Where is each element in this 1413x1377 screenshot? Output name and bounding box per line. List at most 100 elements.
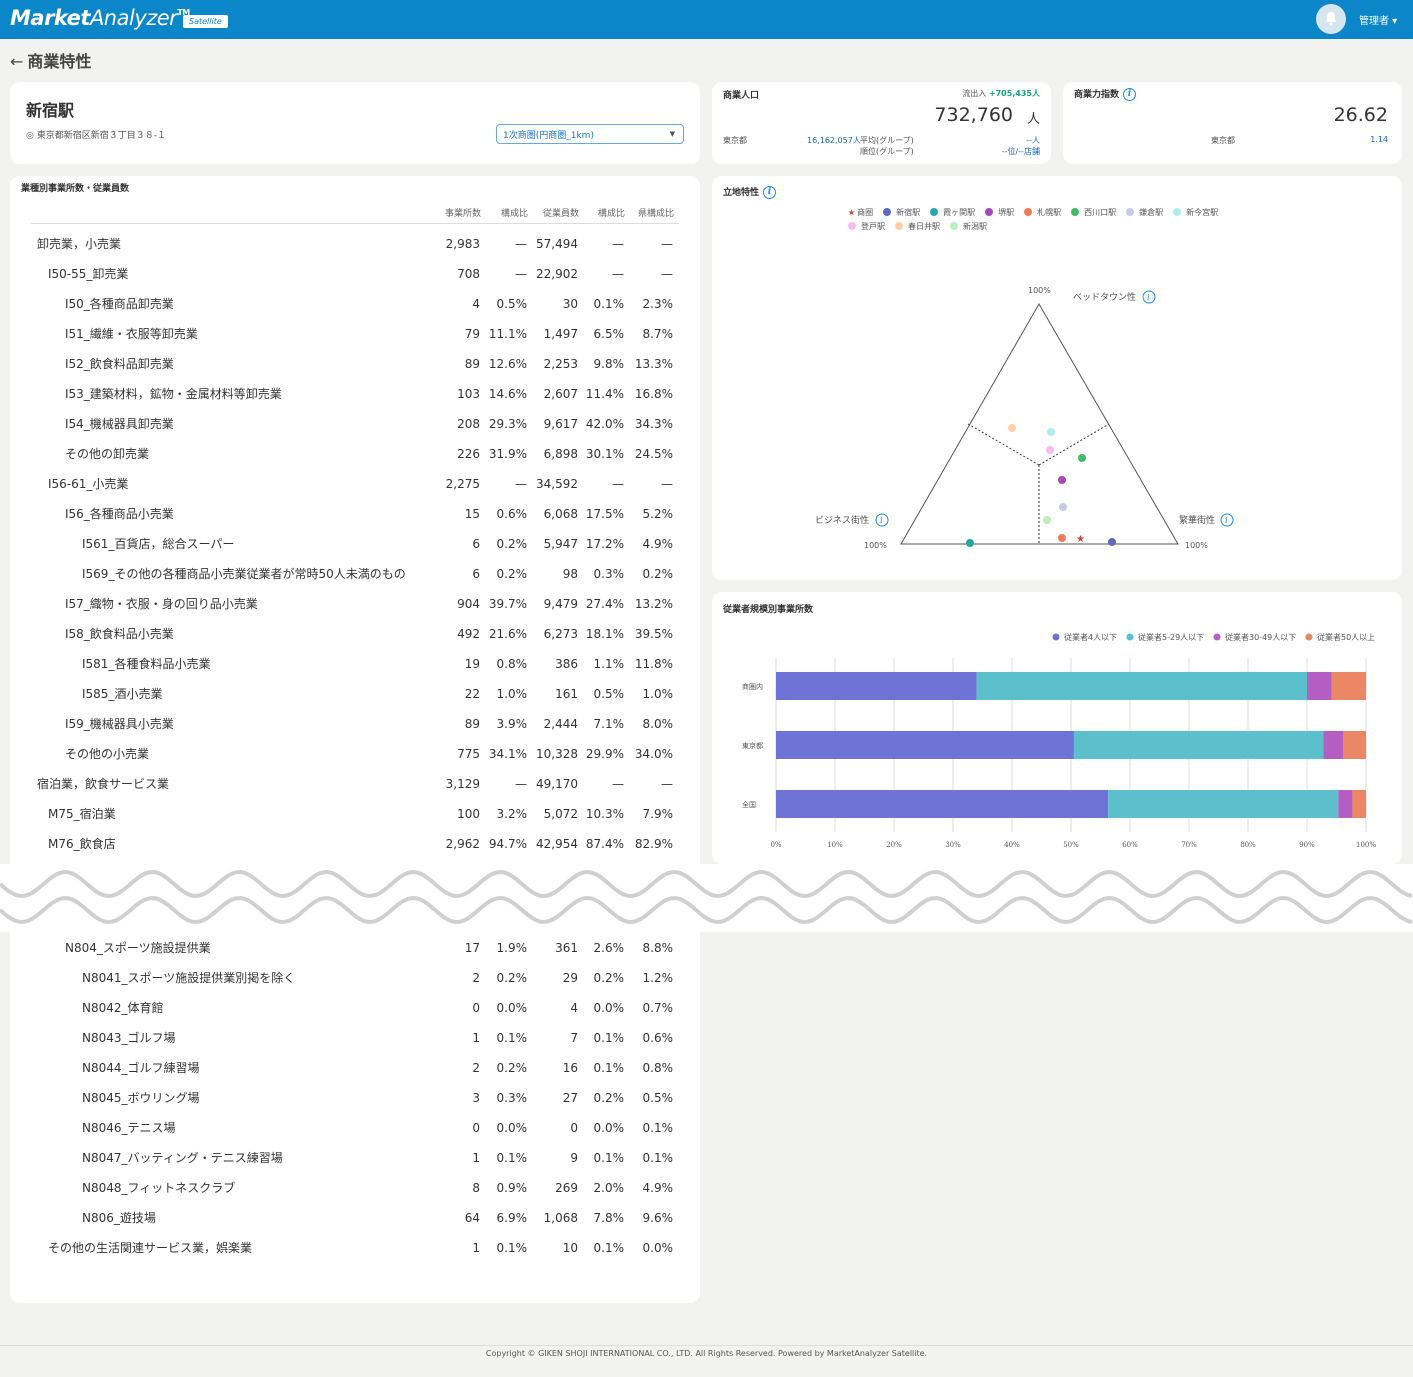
cell-v5: 0.1% [642,1151,674,1165]
legend-item[interactable]: 霞ヶ関駅 [930,207,975,218]
cell-v2: 0.1% [496,1151,528,1165]
cell-v3: 161 [555,687,578,701]
cell-v3: 4 [570,1001,578,1015]
industry-name: I561_百貨店，総合スーパー [82,537,235,551]
info-icon[interactable]: i [1123,88,1137,101]
legend-item[interactable]: ★ 商圏 [848,207,873,218]
trade-area-star-icon: ★ [1076,534,1085,545]
back-link[interactable]: ← 商業特性 [10,48,91,72]
legend-dot-icon [1173,208,1182,216]
rank-label: 順位(グループ) [860,147,914,156]
station-point [1043,516,1051,524]
legend-dot-icon [1024,208,1033,216]
industry-title: 業種別事業所数・従業員数 [21,184,130,194]
cell-v3: 6,068 [543,507,578,521]
right-pct-label: 100% [1185,541,1208,550]
power-pref-value: 1.14 [1370,135,1388,144]
cell-v5: — [661,777,673,791]
cell-v2: 21.6% [488,627,527,641]
app-logo[interactable]: MarketAnalyzerTM [10,6,190,30]
industry-name: N8048_フィットネスクラブ [82,1181,236,1195]
cell-v1: 2,275 [445,477,480,491]
legend-item[interactable]: 鎌倉駅 [1126,207,1163,218]
cell-v1: 3,129 [445,777,480,791]
user-menu[interactable]: 管理者 ▾ [1359,16,1398,27]
cell-v2: 0.0% [496,1121,528,1135]
table-row: I58_飲食料品小売業 492 21.6% 6,273 18.1% 39.5% [10,626,700,656]
info-icon-glyph: i [1225,516,1228,525]
cell-v3: 34,592 [536,477,578,491]
station-point [1047,428,1055,436]
cell-v1: 775 [457,747,480,761]
cell-v3: 2,253 [543,357,578,371]
legend-label: 新今宮駅 [1186,208,1219,217]
cell-v2: — [515,237,527,251]
table-header-divider [31,223,679,224]
top-bar: MarketAnalyzerTM Satellite 管理者 ▾ [0,0,1413,39]
station-point [1058,534,1066,542]
cell-v4: 11.4% [585,387,624,401]
cell-v5: 8.7% [642,327,674,341]
cell-v1: 1 [472,1031,480,1045]
cell-v1: 79 [464,327,480,341]
bar-segment [1338,790,1353,818]
legend-dot-icon [1071,208,1080,216]
cell-v2: 0.6% [496,507,528,521]
legend-item[interactable]: 新宿駅 [883,207,920,218]
legend-item[interactable]: 春日井駅 [895,221,940,232]
legend-label: 鎌倉駅 [1139,208,1164,217]
cell-v4: 7.8% [593,1211,625,1225]
legend-item[interactable]: 登戸駅 [848,221,885,232]
info-icon[interactable]: i [763,186,777,199]
table-row: I53_建築材料，鉱物・金属材料等卸売業 103 14.6% 2,607 11.4% 16… [10,386,700,416]
avg-value: --人 [1026,136,1040,145]
cell-v5: 5.2% [642,507,674,521]
cell-v1: 1 [472,1151,480,1165]
notification-button[interactable] [1316,4,1346,34]
cell-v1: 89 [464,717,480,731]
x-tick-label: 30% [945,841,961,849]
industry-name: 宿泊業，飲食サービス業 [37,777,170,791]
bar-segment [1307,672,1332,700]
legend-label: 登戸駅 [861,222,885,231]
bar-segment [1342,731,1366,759]
population-title: 商業人口 [723,91,760,101]
table-row: I56-61_小売業 2,275 — 34,592 — — [10,476,700,506]
cell-v1: 2,983 [445,237,480,251]
industry-name: I52_飲食料品卸売業 [65,357,174,371]
cell-v2: 0.0% [496,1001,528,1015]
cell-v5: 13.2% [634,597,673,611]
industry-name: その他の小売業 [65,747,150,761]
bar-segment [976,672,1307,700]
cell-v1: 19 [464,657,480,671]
bar-segment [1352,790,1366,818]
page-title: 商業特性 [27,52,92,71]
cell-v4: 29.9% [585,747,624,761]
legend-item[interactable]: 西川口駅 [1071,207,1116,218]
scale-card: 従業者規模別事業所数 従業者4人以下 従業者5-29人以下 従業者30-49人以下従… [712,592,1402,864]
legend-item[interactable]: 堺駅 [985,207,1014,218]
legend-item[interactable]: 札幌駅 [1024,207,1061,218]
cell-v5: 24.5% [634,447,673,461]
cell-v1: 208 [457,417,480,431]
cell-v2: 1.0% [496,687,528,701]
legend-item[interactable]: 新今宮駅 [1173,207,1218,218]
legend-item[interactable]: 新潟駅 [950,221,987,232]
cell-v5: 0.7% [642,1001,674,1015]
cell-v1: 103 [457,387,480,401]
table-row: N8048_フィットネスクラブ 8 0.9% 269 2.0% 4.9% [10,1180,700,1210]
trade-area-select[interactable]: 1次商圏(円商圏_1km) ▼ [496,124,684,144]
cell-v2: 1.9% [496,941,528,955]
cell-v4: 0.5% [593,687,625,701]
scale-bar-chart: 従業者4人以下 従業者5-29人以下 従業者30-49人以下 従業者50人以上 0% 10… [742,632,1376,849]
info-icon [1220,513,1234,527]
cell-v4: 6.5% [593,327,625,341]
cell-v1: 2,962 [445,837,480,851]
cell-v5: 0.5% [642,1091,674,1105]
industry-name: N8042_体育館 [82,1001,164,1015]
legend-label: 霞ヶ関駅 [943,208,976,217]
cell-v4: — [612,237,624,251]
cell-v1: 3 [472,1091,480,1105]
station-name: 新宿駅 [26,101,75,120]
chevron-down-icon: ▼ [669,130,675,138]
